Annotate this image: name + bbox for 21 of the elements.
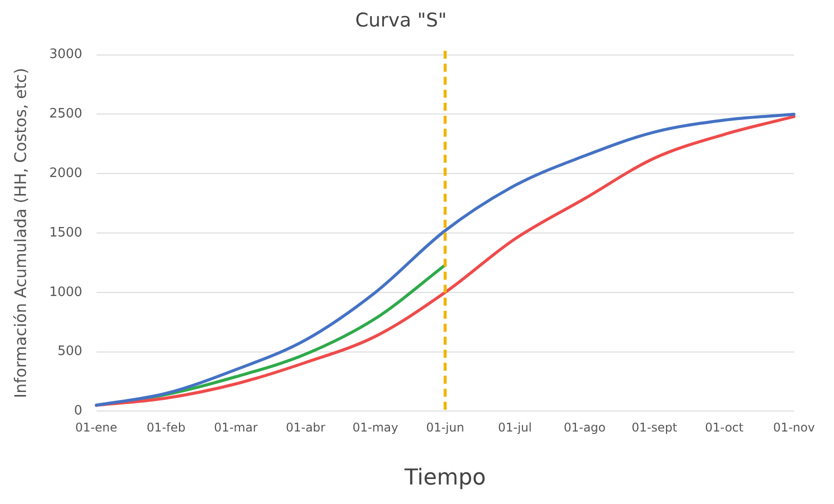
y-axis-title: Información Acumulada (HH, Costos, etc) — [10, 68, 30, 398]
x-tick-label: 01-may — [352, 420, 398, 435]
x-tick-label: 01-nov — [773, 420, 815, 435]
y-tick-label: 0 — [74, 404, 82, 419]
x-axis-title: Tiempo — [404, 466, 486, 491]
y-tick-label: 3000 — [49, 47, 82, 62]
x-tick-label: 01-oct — [704, 420, 744, 435]
y-tick-label: 2000 — [49, 166, 82, 181]
y-tick-label: 500 — [57, 344, 82, 360]
x-tick-label: 01-jul — [498, 420, 532, 435]
y-tick-label: 1500 — [49, 225, 82, 240]
y-tick-label: 1000 — [49, 284, 82, 300]
chart-title: Curva "S" — [355, 9, 447, 32]
x-tick-label: 01-sept — [632, 420, 678, 435]
x-tick-label: 01-jun — [426, 420, 464, 435]
x-tick-label: 01-mar — [214, 420, 258, 435]
x-tick-label: 01-feb — [146, 420, 186, 435]
y-tick-label: 2500 — [49, 106, 82, 122]
x-tick-label: 01-abr — [286, 420, 326, 435]
x-tick-label: 01-ago — [564, 420, 606, 435]
x-tick-label: 01-ene — [75, 420, 118, 435]
